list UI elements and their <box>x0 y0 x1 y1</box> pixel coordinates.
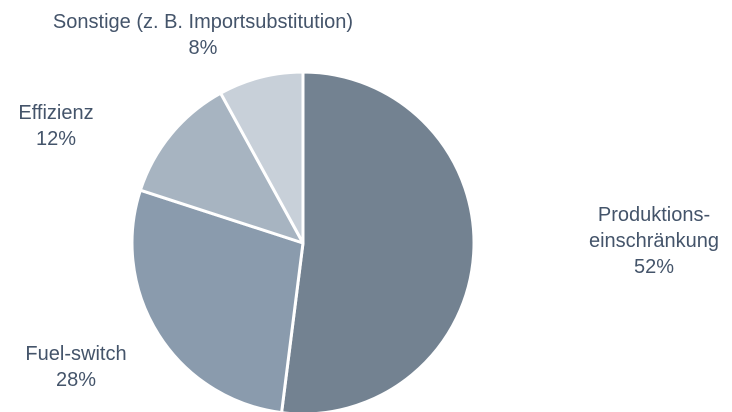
slice-label-produktionseinschraenkung: Produktions- einschränkung 52% <box>589 202 719 280</box>
slice-effizienz <box>138 91 305 245</box>
slice-produktionseinschraenkung <box>280 70 476 412</box>
slice-label-line: Sonstige (z. B. Importsubstitution) <box>52 11 354 33</box>
slice-value-label: 52% <box>633 256 675 278</box>
slice-value-label: 28% <box>55 369 97 391</box>
slice-label-effizienz: Effizienz 12% <box>18 100 93 152</box>
slice-sonstige <box>219 70 305 245</box>
slice-label-line: Produktions- <box>597 204 711 226</box>
slice-label-fuel-switch: Fuel-switch 28% <box>25 341 126 393</box>
pie-slices <box>130 70 476 412</box>
slice-fuel-switch <box>130 188 305 412</box>
slice-label-line: einschränkung <box>588 230 720 252</box>
slice-label-sonstige: Sonstige (z. B. Importsubstitution) 8% <box>53 9 353 61</box>
slice-value-label: 8% <box>188 37 218 59</box>
slice-value-label: 12% <box>35 128 77 150</box>
slice-label-line: Fuel-switch <box>25 343 127 365</box>
slice-label-line: Effizienz <box>18 102 94 124</box>
